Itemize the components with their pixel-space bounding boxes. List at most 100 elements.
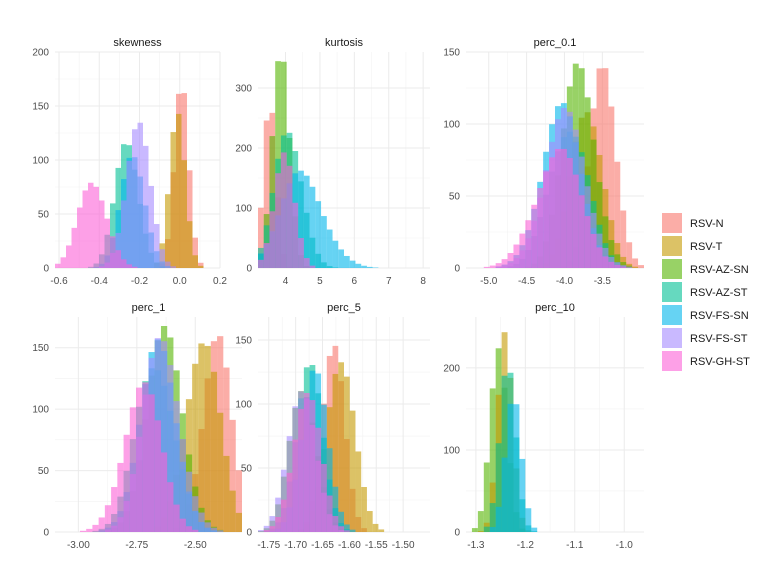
y-tick-label: 200 bbox=[32, 48, 49, 59]
histogram-bar bbox=[620, 210, 627, 268]
histogram-bar bbox=[495, 263, 502, 268]
histogram-bar bbox=[110, 236, 116, 268]
y-tick-label: 100 bbox=[32, 156, 49, 167]
histogram-bar bbox=[185, 471, 193, 532]
histogram-bar bbox=[525, 220, 532, 268]
y-tick-label: 300 bbox=[235, 84, 252, 95]
histogram-bar bbox=[280, 152, 287, 268]
x-tick-label: -1.0 bbox=[616, 540, 634, 551]
histogram-bar bbox=[555, 149, 561, 268]
x-tick-label: -1.1 bbox=[566, 540, 584, 551]
legend-swatch bbox=[662, 282, 682, 302]
histogram-bar bbox=[192, 255, 198, 268]
histogram-bar bbox=[519, 233, 526, 268]
histogram-bar bbox=[578, 195, 585, 268]
histogram-bar bbox=[198, 512, 205, 532]
histogram-bar bbox=[129, 407, 137, 532]
x-tick-label: -1.55 bbox=[365, 540, 388, 551]
histogram-bar bbox=[142, 382, 149, 532]
x-tick-label: -1.50 bbox=[392, 540, 415, 551]
y-tick-label: 150 bbox=[32, 343, 49, 354]
x-tick-label: -4.5 bbox=[518, 276, 536, 287]
y-tick-label: 200 bbox=[443, 363, 460, 374]
histogram-bar bbox=[525, 508, 532, 532]
panel-skewness: skewness -0.6 -0.4 -0.2 0.0 0.2 0 50 100 150 200 bbox=[32, 37, 227, 287]
histogram-bar bbox=[602, 216, 609, 268]
y-tick-label: 0 bbox=[454, 264, 460, 275]
histogram-bar bbox=[614, 161, 621, 268]
histogram-bar bbox=[537, 188, 544, 268]
histogram-bar bbox=[263, 243, 270, 268]
histogram-bar bbox=[121, 259, 127, 268]
histogram-bar bbox=[111, 487, 118, 532]
histogram-bar bbox=[507, 403, 514, 532]
histogram-bar bbox=[349, 529, 356, 532]
histogram-bar bbox=[378, 529, 385, 532]
histogram-bar bbox=[471, 528, 478, 532]
y-tick-label: 0 bbox=[246, 528, 252, 539]
histogram-bar bbox=[349, 260, 356, 268]
histogram-bar bbox=[192, 363, 199, 532]
x-tick-label: 8 bbox=[420, 276, 426, 287]
histogram-bar bbox=[372, 267, 379, 268]
histogram-bar bbox=[223, 455, 230, 532]
histogram-bar bbox=[170, 266, 176, 268]
panel-title: perc_5 bbox=[327, 302, 361, 314]
histogram-bar bbox=[372, 523, 379, 532]
histogram-bar bbox=[167, 365, 174, 532]
legend-label: RSV-FS-SN bbox=[690, 310, 749, 322]
legend-swatch bbox=[662, 236, 682, 256]
histogram-bar bbox=[126, 160, 132, 268]
histogram-bar bbox=[60, 257, 66, 268]
histogram-bar bbox=[198, 265, 204, 268]
histogram-bar bbox=[614, 254, 621, 268]
histogram-bar bbox=[99, 200, 105, 268]
histogram-bar bbox=[608, 261, 615, 268]
x-tick-label: -0.6 bbox=[50, 276, 68, 287]
x-tick-label: -1.70 bbox=[284, 540, 307, 551]
histogram-bar bbox=[187, 170, 193, 268]
histogram-bar bbox=[148, 394, 155, 532]
histogram-bar bbox=[513, 404, 520, 532]
x-tick-label: -2.50 bbox=[184, 540, 207, 551]
x-tick-label: -1.75 bbox=[257, 540, 280, 551]
histogram-bar bbox=[159, 249, 165, 268]
histogram-bar bbox=[477, 531, 484, 532]
histogram-bar bbox=[55, 263, 61, 268]
histogram-bar bbox=[136, 387, 143, 532]
histogram-bar bbox=[165, 194, 171, 268]
histogram-bar bbox=[303, 175, 310, 268]
x-tick-label: -2.75 bbox=[125, 540, 148, 551]
histogram-bar bbox=[167, 482, 174, 532]
legend-label: RSV-N bbox=[690, 218, 724, 230]
histogram-bar bbox=[173, 401, 180, 532]
x-tick-label: 4 bbox=[283, 276, 289, 287]
histogram-bar bbox=[519, 458, 526, 532]
histogram-bar bbox=[269, 526, 276, 532]
histogram-bar bbox=[596, 247, 603, 268]
histogram-bar bbox=[79, 530, 87, 532]
histogram-bar bbox=[489, 503, 496, 532]
legend-label: RSV-AZ-SN bbox=[690, 264, 749, 276]
histogram-bar bbox=[165, 261, 171, 268]
legend-label: RSV-T bbox=[690, 241, 723, 253]
histogram-bar bbox=[338, 526, 344, 532]
legend-item: RSV-AZ-ST bbox=[662, 282, 748, 302]
histogram-bar bbox=[92, 524, 99, 532]
histogram-bar bbox=[198, 343, 205, 532]
histogram-bar bbox=[315, 201, 322, 268]
x-tick-label: -3.00 bbox=[67, 540, 90, 551]
histogram-bar bbox=[501, 259, 508, 268]
histogram-bar bbox=[235, 470, 242, 532]
histogram-bar bbox=[148, 185, 154, 268]
histogram-bar bbox=[181, 160, 187, 268]
histogram-bar bbox=[192, 496, 199, 532]
histogram-bar bbox=[531, 527, 538, 532]
histogram-bar bbox=[176, 113, 182, 268]
histogram-bar bbox=[292, 202, 299, 268]
histogram-bar bbox=[280, 499, 287, 532]
panel-title: kurtosis bbox=[325, 37, 363, 49]
histogram-bar bbox=[361, 265, 367, 268]
histogram-bar bbox=[275, 497, 281, 532]
histogram-bar bbox=[121, 200, 127, 268]
